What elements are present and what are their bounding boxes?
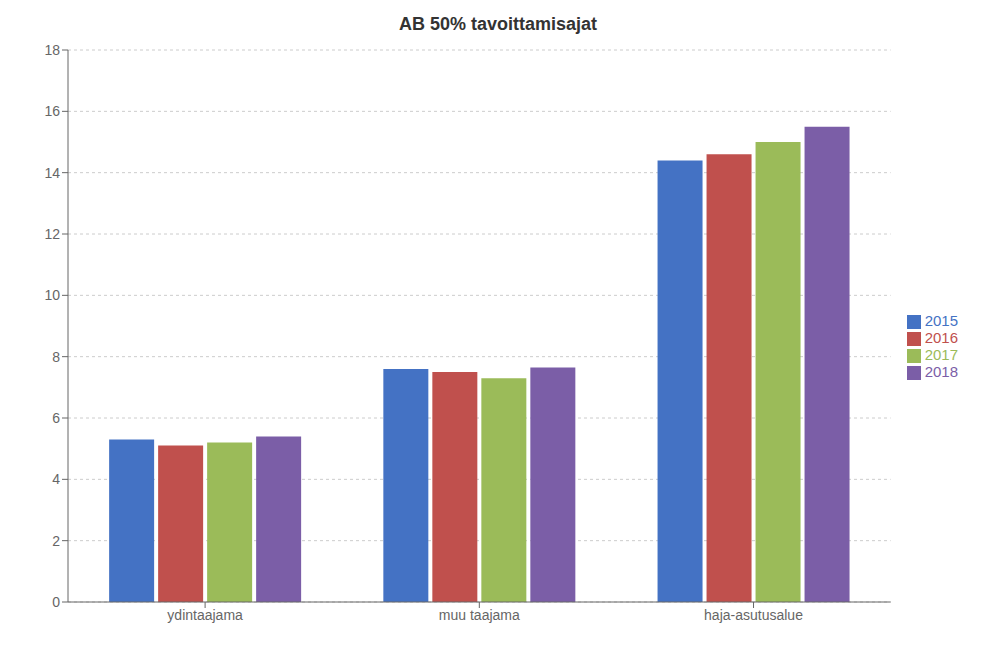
svg-text:4: 4 xyxy=(52,471,60,487)
html-text:2017: 2017 xyxy=(924,346,958,363)
html-text:AB 50% tavoittamisajat: AB 50% tavoittamisajat xyxy=(399,14,597,34)
svg-text:6: 6 xyxy=(52,410,60,426)
svg-text:16: 16 xyxy=(44,103,60,119)
svg-text:10: 10 xyxy=(44,287,60,303)
svg-text:18: 18 xyxy=(44,42,60,58)
svg-text:0: 0 xyxy=(52,594,60,610)
svg-text:14: 14 xyxy=(44,165,60,181)
svg-text:8: 8 xyxy=(52,349,60,365)
svg-text:12: 12 xyxy=(44,226,60,242)
html-text:2016: 2016 xyxy=(924,329,958,346)
svg-text:haja-asutusalue: haja-asutusalue xyxy=(704,607,803,623)
svg-text:muu taajama: muu taajama xyxy=(439,607,520,623)
html-text:2018: 2018 xyxy=(924,363,958,380)
svg-text:ydintaajama: ydintaajama xyxy=(167,607,243,623)
html-text:2015: 2015 xyxy=(924,311,958,329)
svg-text:2: 2 xyxy=(52,533,60,549)
